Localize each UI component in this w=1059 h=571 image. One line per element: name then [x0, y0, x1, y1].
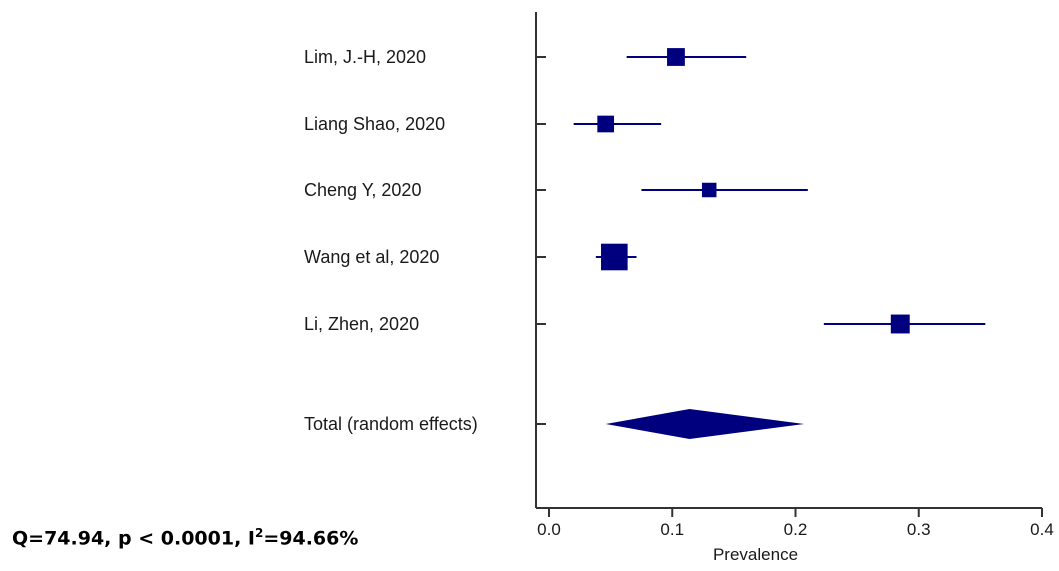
study-label: Liang Shao, 2020 [304, 114, 445, 134]
study-label: Cheng Y, 2020 [304, 180, 421, 200]
study-rows: Lim, J.-H, 2020 Liang Shao, 2020 Cheng Y, … [304, 47, 986, 334]
study-label: Li, Zhen, 2020 [304, 314, 419, 334]
x-tick-label: 0.4 [1030, 520, 1054, 539]
heterogeneity-statistics: Q=74.94, p < 0.0001, I2=94.66% [12, 526, 358, 549]
stats-prefix: Q=74.94, p < 0.0001, I [12, 527, 255, 550]
study-row: Lim, J.-H, 2020 [304, 47, 747, 67]
point-estimate [890, 314, 910, 334]
pooled-diamond [605, 409, 805, 439]
x-tick-label: 0.3 [907, 520, 931, 539]
stats-suffix: =94.66% [263, 527, 359, 550]
pooled-estimate: Total (random effects) [304, 409, 805, 439]
study-row: Liang Shao, 2020 [304, 114, 662, 134]
study-label: Wang et al, 2020 [304, 247, 439, 267]
x-axis-title: Prevalence [713, 545, 798, 564]
point-estimate [667, 48, 685, 66]
point-estimate [597, 115, 615, 133]
study-row: Cheng Y, 2020 [304, 180, 808, 200]
point-estimate [701, 182, 717, 198]
pooled-label: Total (random effects) [304, 414, 478, 434]
x-tick-label: 0.0 [537, 520, 561, 539]
point-estimate [601, 243, 628, 271]
x-tick-label: 0.1 [660, 520, 684, 539]
x-tick-label: 0.2 [784, 520, 808, 539]
axes [535, 12, 1042, 509]
study-label: Lim, J.-H, 2020 [304, 47, 426, 67]
study-row: Li, Zhen, 2020 [304, 314, 986, 334]
stats-superscript: 2 [254, 526, 264, 540]
x-axis-ticks: 0.0 0.1 0.2 0.3 0.4 [537, 508, 1054, 539]
study-row: Wang et al, 2020 [304, 243, 637, 271]
